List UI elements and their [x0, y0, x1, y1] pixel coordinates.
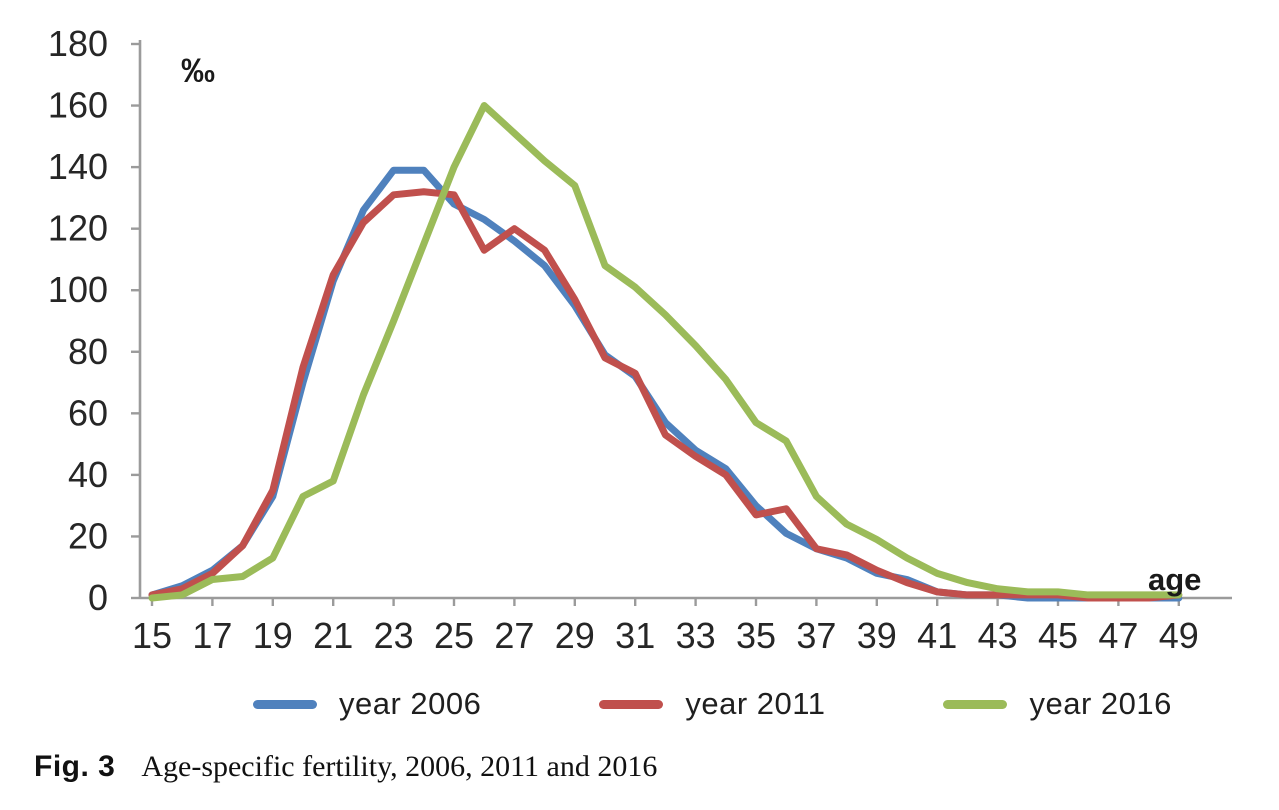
- x-tick-label: 39: [857, 615, 897, 656]
- x-axis-title: age: [1148, 562, 1201, 597]
- chart-legend: year 2006 year 2011 year 2016: [0, 682, 1279, 726]
- x-tick-label: 27: [494, 615, 534, 656]
- legend-item-year-2006: year 2006: [253, 686, 481, 722]
- x-tick-label: 47: [1098, 615, 1138, 656]
- y-tick-label: 0: [88, 577, 108, 618]
- figure-caption-label: Fig. 3: [34, 750, 116, 783]
- series-line-year-2016: [148, 102, 1183, 602]
- x-tick-label: 31: [615, 615, 655, 656]
- x-tick-label: 29: [555, 615, 595, 656]
- x-tick-label: 17: [192, 615, 232, 656]
- x-tick-label: 21: [313, 615, 353, 656]
- x-tick-label: 37: [796, 615, 836, 656]
- x-tick-label: 43: [978, 615, 1018, 656]
- legend-swatch-year-2006: [253, 699, 317, 709]
- y-tick-label: 140: [48, 146, 108, 187]
- series-line-year-2006: [148, 166, 1183, 602]
- x-tick-label: 45: [1038, 615, 1078, 656]
- y-tick-label: 120: [48, 208, 108, 249]
- x-tick-label: 15: [132, 615, 172, 656]
- x-tick-label: 49: [1159, 615, 1199, 656]
- series-line-year-2011: [148, 188, 1183, 602]
- y-tick-label: 160: [48, 85, 108, 126]
- legend-item-year-2011: year 2011: [599, 686, 825, 722]
- legend-label: year 2011: [685, 686, 826, 721]
- x-tick-label: 33: [676, 615, 716, 656]
- x-tick-label: 35: [736, 615, 776, 656]
- x-tick-label: 25: [434, 615, 474, 656]
- y-tick-label: 100: [48, 269, 108, 310]
- x-tick-label: 19: [253, 615, 293, 656]
- chart-area: 0 20 40 60 80 100 120 140 160 180 15 17 19 21 23 25 27 29…: [48, 23, 1232, 656]
- legend-item-year-2016: year 2016: [943, 686, 1171, 722]
- x-tick-label: 23: [374, 615, 414, 656]
- legend-label: year 2006: [339, 686, 482, 721]
- x-tick-label: 41: [917, 615, 957, 656]
- y-tick-label: 40: [68, 454, 108, 495]
- figure-caption-text: Age-specific fertility, 2006, 2011 and 2…: [141, 750, 658, 783]
- legend-swatch-year-2016: [943, 699, 1008, 709]
- y-tick-label: 80: [68, 331, 108, 372]
- figure-caption: Fig. 3 Age-specific fertility, 2006, 2011…: [34, 750, 1234, 784]
- fertility-line-chart: 0 20 40 60 80 100 120 140 160 180 15 17 19 21 23 25 27 29…: [48, 23, 1232, 656]
- legend-label: year 2016: [1029, 686, 1172, 721]
- y-tick-label: 20: [68, 515, 108, 556]
- y-tick-label: 180: [48, 23, 108, 64]
- y-tick-label: 60: [68, 392, 108, 433]
- y-unit-label: ‰: [181, 52, 215, 90]
- legend-swatch-year-2011: [599, 699, 664, 709]
